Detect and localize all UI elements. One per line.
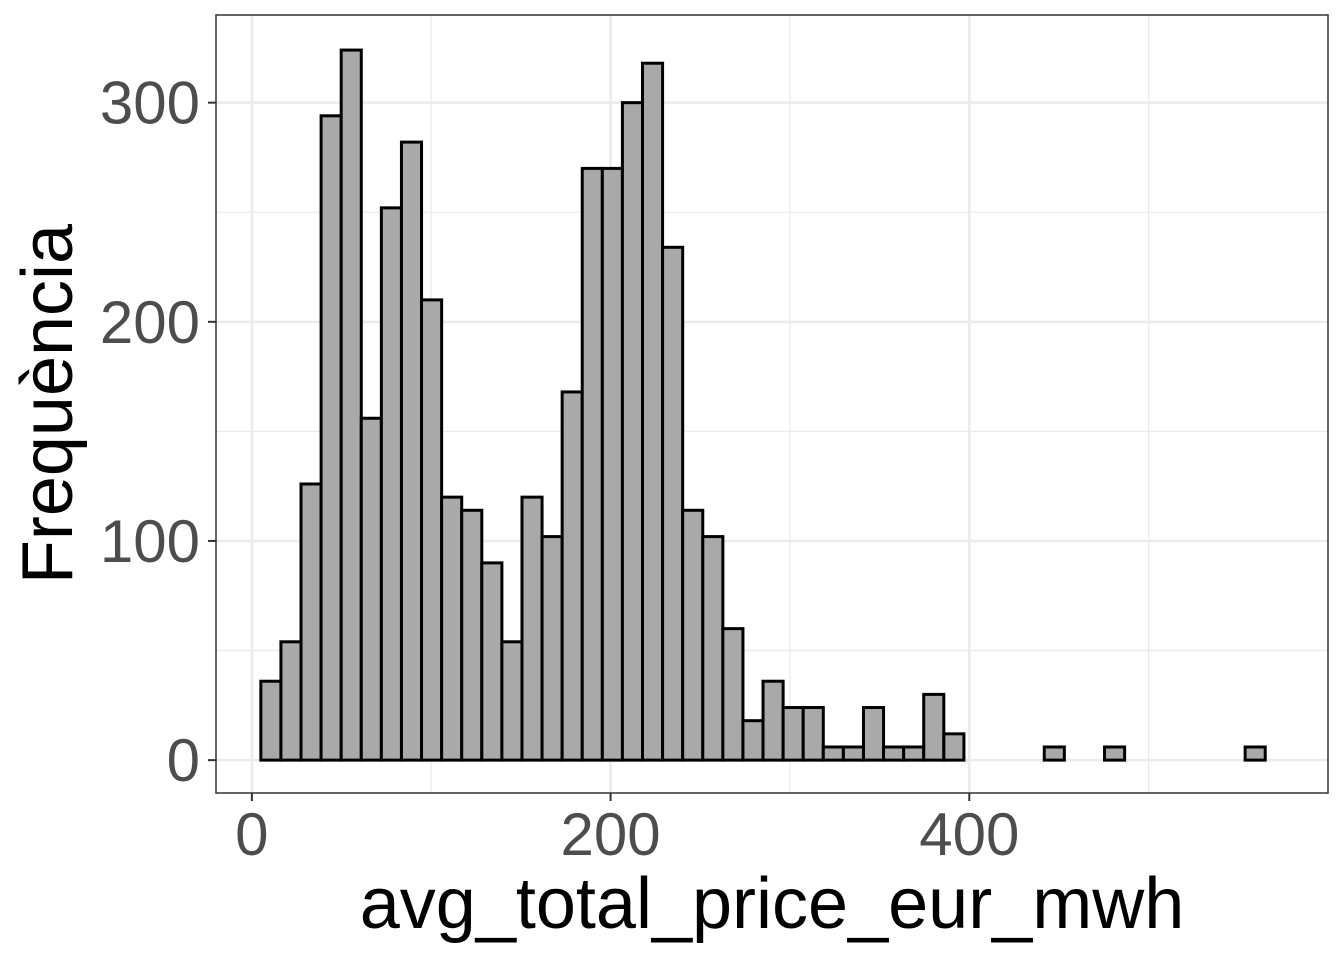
histogram-bar [1042,745,1066,762]
y-tick-label: 200 [100,289,200,356]
histogram-bar [520,495,544,762]
histogram-bar [741,719,765,762]
histogram-bar [721,627,745,762]
y-tick-label: 100 [100,508,200,575]
x-tick-labels: 0 200 400 [235,801,1019,868]
axis-ticks [208,101,971,801]
histogram-bar [560,390,584,762]
histogram-bar [580,166,604,762]
histogram-bar [1103,745,1127,762]
y-axis-title: Frequència [8,223,88,584]
y-tick-label: 0 [167,727,200,794]
histogram-bar [540,535,564,762]
histogram-bar [259,679,283,762]
histogram-bar [781,706,805,762]
histogram-bars [259,48,1267,762]
histogram-bar [902,745,926,762]
histogram-bar [841,745,865,762]
histogram-bar [319,114,343,762]
histogram-bar [801,706,825,762]
histogram-bar [701,535,725,762]
histogram-bar [600,166,624,762]
histogram-bar [922,692,946,762]
histogram-bar [339,48,363,762]
histogram-bar [480,561,504,762]
histogram-bar [641,61,665,762]
histogram-bar [681,508,705,762]
histogram-bar [359,416,383,762]
histogram-bar [440,495,464,762]
histogram-bar [460,508,484,762]
histogram-bar [1243,745,1267,762]
x-tick-label: 400 [919,801,1019,868]
histogram-bar [299,482,323,762]
x-axis-title: avg_total_price_eur_mwh [360,864,1184,944]
histogram-bar [761,679,785,762]
y-tick-labels: 0 100 200 300 [100,70,200,794]
histogram-bar [620,101,645,762]
histogram-bar [882,745,906,762]
histogram-bar [821,745,845,762]
histogram-bar [279,640,303,762]
panel-border [215,14,1329,794]
histogram-bar [420,298,444,762]
histogram-bar [500,640,524,762]
histogram-bar [942,732,966,762]
x-tick-label: 0 [235,801,268,868]
histogram-bar [379,206,403,762]
histogram-bar [399,140,424,762]
histogram-bar [861,706,886,762]
y-tick-label: 300 [100,70,200,137]
histogram-bar [661,245,685,762]
x-tick-label: 200 [561,801,661,868]
